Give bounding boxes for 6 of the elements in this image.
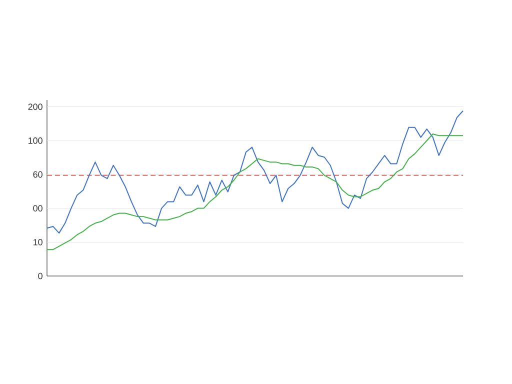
- text: 100: [28, 137, 42, 144]
- text: 0: [38, 272, 42, 280]
- text: 10: [34, 238, 42, 246]
- text: 200: [28, 104, 42, 110]
- text: 60: [33, 171, 42, 178]
- text: 00: [33, 205, 42, 212]
